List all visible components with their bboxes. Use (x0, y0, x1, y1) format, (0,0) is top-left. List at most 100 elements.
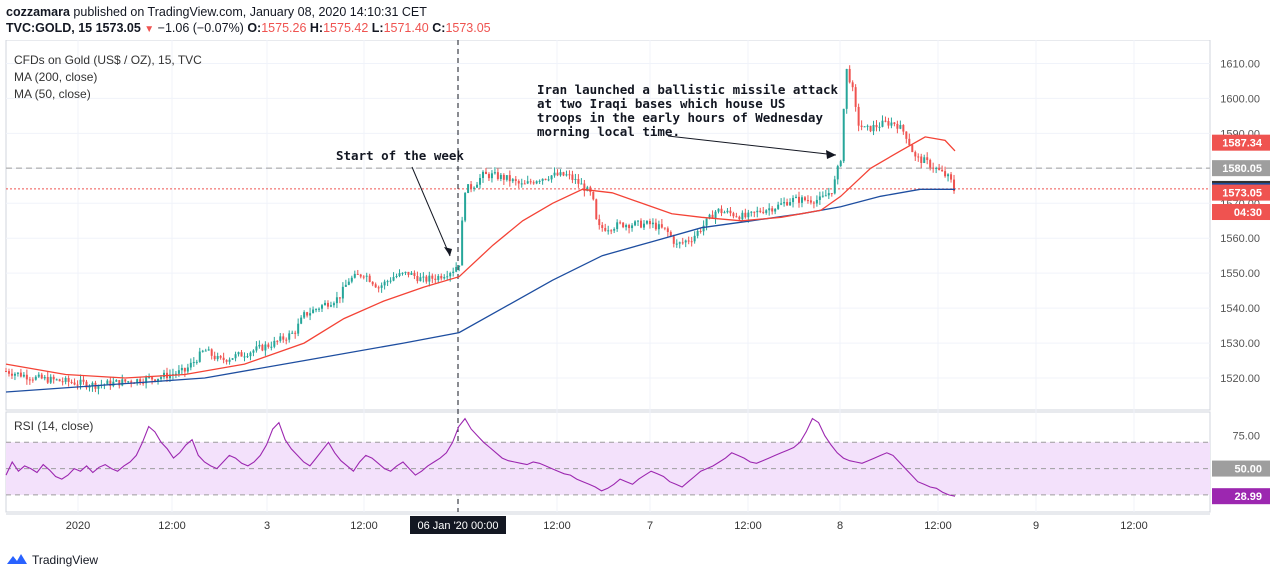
candle-body (487, 174, 490, 179)
candle-body (365, 275, 368, 277)
candle-body (383, 281, 386, 286)
candle-body (467, 184, 470, 194)
candle-body (613, 229, 616, 231)
candle-body (303, 312, 306, 318)
candle-body (82, 379, 85, 382)
candle-body (848, 68, 851, 83)
candle-body (124, 379, 127, 382)
candle-body (252, 350, 255, 353)
candle-body (586, 187, 589, 192)
candle-body (944, 171, 947, 177)
candle-body (872, 125, 875, 132)
candle-body (556, 172, 559, 176)
candle-body (550, 175, 553, 180)
candle-body (565, 174, 568, 176)
candle-body (294, 332, 297, 334)
candle-body (929, 160, 932, 168)
candle-body (875, 125, 878, 128)
tradingview-logo-icon (7, 554, 27, 564)
time-tick-label: 8 (837, 520, 843, 532)
candle-body (127, 381, 130, 383)
candle-body (666, 228, 669, 233)
candle-body (538, 180, 541, 182)
candle-body (255, 346, 258, 351)
candle-body (67, 378, 70, 382)
candle-body (177, 370, 180, 374)
candle-body (720, 208, 723, 214)
candle-body (932, 167, 935, 169)
candle-body (371, 281, 374, 285)
candle-body (690, 241, 693, 243)
candle-body (121, 379, 124, 386)
rsi-axis-badge-label: 50.00 (1234, 464, 1262, 476)
candle-body (762, 211, 765, 213)
candle-body (243, 356, 246, 358)
annotation-arrow (667, 135, 837, 156)
candle-body (786, 202, 789, 206)
candle-body (622, 222, 625, 228)
candle-body (407, 271, 410, 275)
candle-body (168, 374, 171, 379)
candle-body (878, 126, 881, 128)
candle-body (696, 231, 699, 236)
candle-body (798, 196, 801, 203)
candle-body (547, 179, 550, 181)
candle-body (747, 212, 750, 218)
candle-body (920, 156, 923, 163)
candle-body (428, 275, 431, 282)
candle-body (431, 275, 434, 279)
candle-body (571, 174, 574, 180)
candle-body (496, 172, 499, 179)
candle-body (210, 349, 213, 356)
price-chart[interactable]: 1520.001530.001540.001550.001560.001570.… (0, 40, 1274, 550)
rsi-tick-label: 75.00 (1232, 431, 1260, 443)
candle-body (145, 377, 148, 384)
candle-body (479, 177, 482, 185)
price-tick-label: 1560.00 (1220, 233, 1260, 245)
publisher-name[interactable]: cozzamara (6, 5, 70, 19)
candle-body (28, 379, 31, 381)
candle-body (452, 271, 455, 274)
candle-body (201, 350, 204, 352)
candle-body (142, 382, 145, 384)
candle-body (422, 276, 425, 278)
candle-body (741, 212, 744, 220)
candle-body (97, 385, 100, 389)
annotation-iran-line: Iran launched a ballistic missile attack (537, 82, 838, 97)
candle-body (22, 374, 25, 377)
candle-body (192, 362, 195, 364)
candle-body (681, 242, 684, 244)
candle-body (464, 193, 467, 221)
candle-body (771, 208, 774, 212)
chart-header: cozzamara published on TradingView.com, … (6, 5, 491, 35)
candle-body (306, 312, 309, 316)
brand-name[interactable]: TradingView (32, 553, 99, 567)
candle-body (130, 381, 133, 383)
candle-body (13, 373, 16, 376)
candle-body (833, 179, 836, 194)
candle-body (285, 339, 288, 341)
candle-body (836, 166, 839, 180)
candle-body (628, 225, 631, 229)
price-axis-badge (1212, 160, 1270, 177)
candle-body (186, 367, 189, 372)
annotation-iran-line: morning local time. (537, 124, 680, 139)
candle-body (46, 376, 49, 383)
candle-body (377, 287, 380, 289)
candle-body (815, 199, 818, 204)
time-tick-label: 12:00 (1120, 520, 1148, 532)
candle-body (777, 204, 780, 209)
candle-body (332, 303, 335, 306)
candle-body (827, 193, 830, 196)
candle-body (106, 380, 109, 385)
time-tick-label: 12:00 (543, 520, 571, 532)
candle-body (195, 361, 198, 363)
candle-body (5, 371, 7, 373)
candle-body (711, 214, 714, 219)
candle-body (419, 277, 422, 282)
candle-body (830, 193, 833, 195)
candle-body (476, 184, 479, 188)
time-tick-label: 12:00 (158, 520, 186, 532)
price-tick-label: 1600.00 (1220, 93, 1260, 105)
price-axis-badge-label: 1587.34 (1222, 138, 1263, 150)
